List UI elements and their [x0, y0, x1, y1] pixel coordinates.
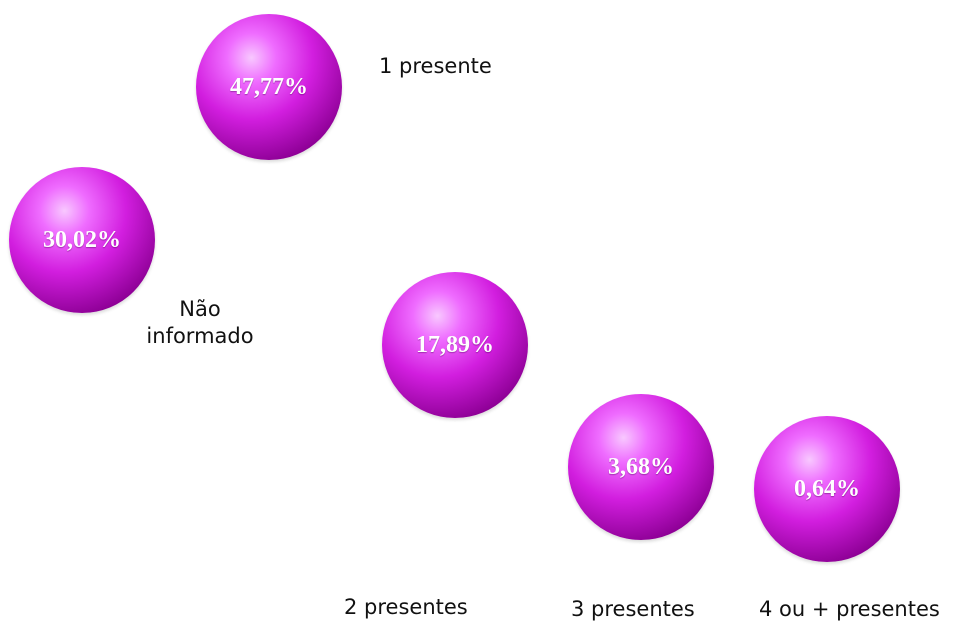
bubble-4-ou-mais-presentes [754, 416, 900, 562]
value-label-1-presente: 47,77% [230, 74, 308, 100]
bubble-2-presentes [382, 272, 528, 418]
category-label-2-presentes: 2 presentes [344, 595, 468, 619]
value-label-nao-informado: 30,02% [43, 227, 121, 253]
value-label-4-ou-mais-presentes: 0,64% [794, 476, 860, 502]
category-label-nao-informado: Não informado [130, 296, 270, 350]
value-label-3-presentes: 3,68% [608, 454, 674, 480]
bubble-3-presentes [568, 394, 714, 540]
bubble-1-presente [196, 14, 342, 160]
category-label-3-presentes: 3 presentes [571, 597, 695, 621]
category-label-line-1: Não informado [146, 297, 254, 348]
bubble-nao-informado [9, 167, 155, 313]
category-label-4-ou-mais-presentes: 4 ou + presentes [759, 597, 940, 621]
value-label-2-presentes: 17,89% [416, 332, 494, 358]
category-label-1-presente: 1 presente [379, 54, 492, 78]
